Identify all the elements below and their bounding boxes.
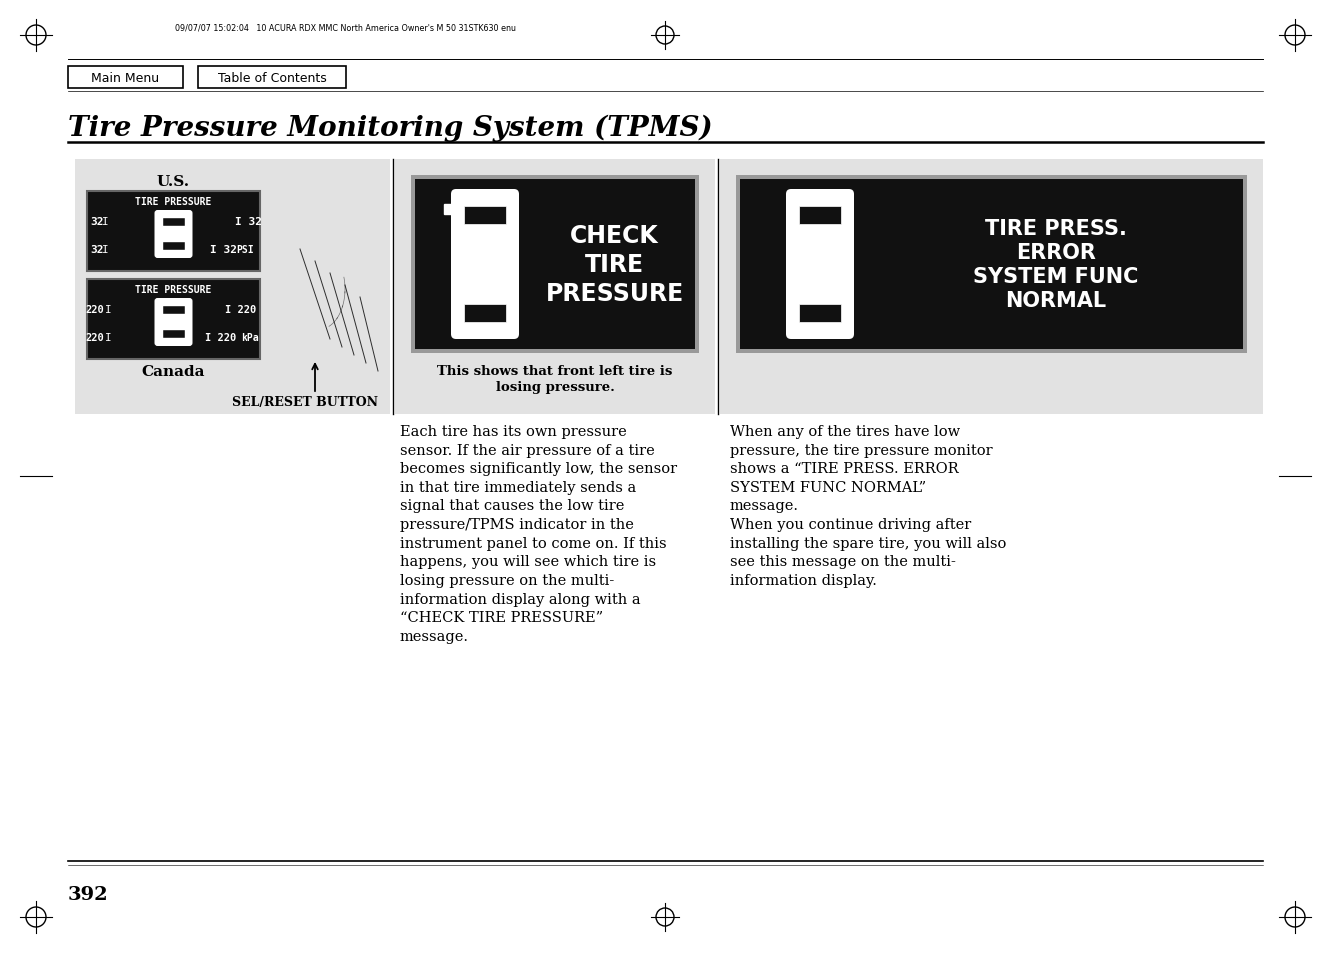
Text: I 32: I 32 — [236, 216, 262, 227]
Text: Table of Contents: Table of Contents — [218, 71, 326, 85]
Text: 09/07/07 15:02:04   10 ACURA RDX MMC North America Owner's M 50 31STK630 enu: 09/07/07 15:02:04 10 ACURA RDX MMC North… — [174, 24, 516, 32]
FancyBboxPatch shape — [451, 190, 519, 339]
Bar — [395, 160, 715, 415]
Bar — [87, 280, 260, 359]
Bar — [75, 160, 390, 415]
Bar — [87, 192, 260, 272]
Text: U.S.: U.S. — [157, 174, 190, 189]
Text: I 220: I 220 — [205, 333, 236, 343]
Text: I: I — [105, 333, 112, 343]
Bar — [411, 175, 699, 354]
Text: TIRE PRESSURE: TIRE PRESSURE — [136, 196, 212, 207]
Bar — [445, 205, 457, 214]
Text: kPa: kPa — [241, 333, 258, 343]
Text: This shows that front left tire is
losing pressure.: This shows that front left tire is losin… — [438, 365, 672, 395]
Bar — [162, 307, 185, 314]
Text: I 32: I 32 — [210, 245, 237, 254]
Text: 220: 220 — [85, 305, 104, 314]
Bar — [162, 219, 185, 227]
Text: I: I — [105, 305, 112, 314]
Text: SEL/RESET BUTTON: SEL/RESET BUTTON — [232, 396, 378, 409]
FancyBboxPatch shape — [198, 67, 346, 89]
Bar — [415, 180, 695, 350]
Bar — [799, 207, 841, 225]
FancyBboxPatch shape — [154, 211, 193, 258]
FancyBboxPatch shape — [787, 190, 855, 339]
Bar — [736, 175, 1247, 354]
Text: 220: 220 — [85, 333, 104, 343]
Text: TIRE PRESS.
ERROR
SYSTEM FUNC
NORMAL: TIRE PRESS. ERROR SYSTEM FUNC NORMAL — [973, 219, 1139, 311]
Text: CHECK
TIRE
PRESSURE: CHECK TIRE PRESSURE — [546, 224, 684, 305]
Bar — [799, 305, 841, 323]
Text: I 220: I 220 — [225, 305, 257, 314]
Text: 32: 32 — [91, 216, 104, 227]
Bar — [162, 331, 185, 338]
Text: I: I — [102, 216, 109, 227]
Bar — [162, 243, 185, 251]
Text: I: I — [102, 245, 109, 254]
Bar — [465, 207, 506, 225]
Text: TIRE PRESSURE: TIRE PRESSURE — [136, 285, 212, 294]
Text: 32: 32 — [91, 245, 104, 254]
Bar — [740, 180, 1243, 350]
Text: Main Menu: Main Menu — [91, 71, 160, 85]
Text: When any of the tires have low
pressure, the tire pressure monitor
shows a “TIRE: When any of the tires have low pressure,… — [729, 424, 1006, 587]
Text: PSI: PSI — [236, 245, 254, 254]
Bar — [720, 160, 1263, 415]
Text: Each tire has its own pressure
sensor. If the air pressure of a tire
becomes sig: Each tire has its own pressure sensor. I… — [401, 424, 677, 643]
Text: Tire Pressure Monitoring System (TPMS): Tire Pressure Monitoring System (TPMS) — [68, 114, 712, 142]
FancyBboxPatch shape — [68, 67, 182, 89]
FancyBboxPatch shape — [154, 298, 193, 347]
Bar — [465, 305, 506, 323]
Text: 392: 392 — [68, 885, 109, 903]
Text: Canada: Canada — [141, 365, 205, 378]
